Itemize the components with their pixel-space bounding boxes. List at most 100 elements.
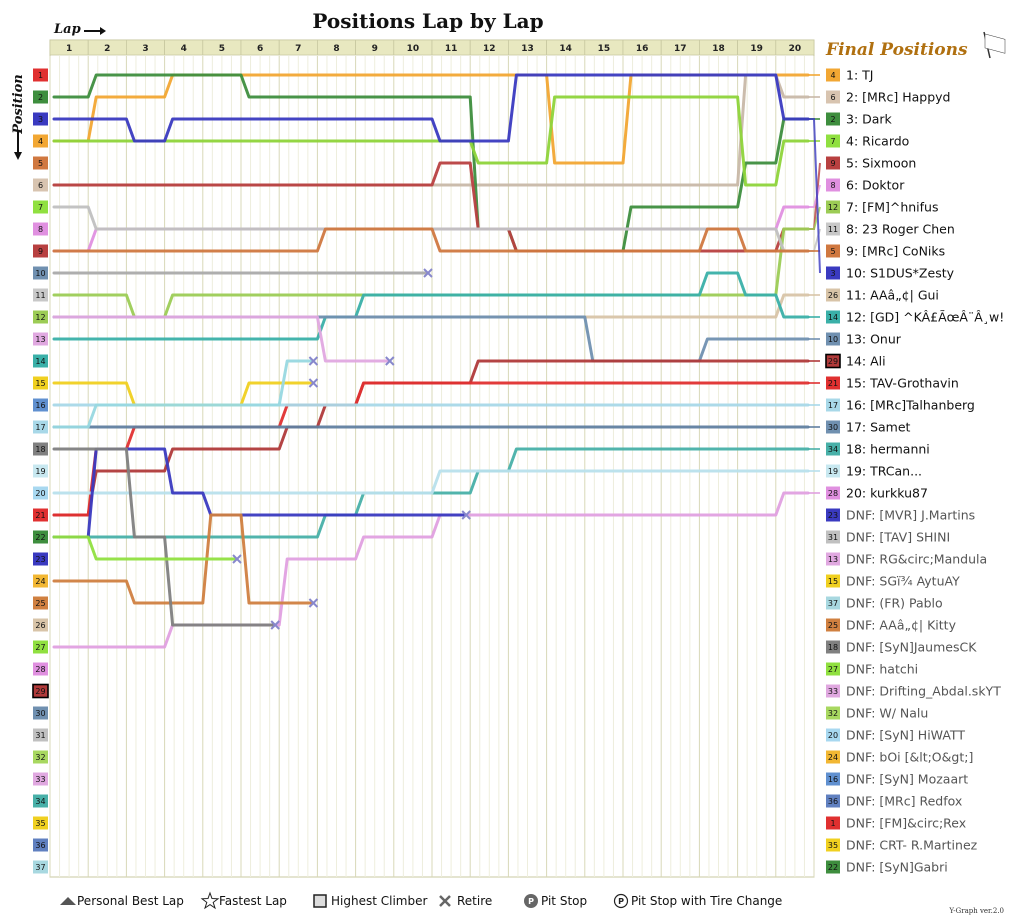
final-list-chip: [826, 552, 840, 566]
lap-tick-label: 15: [598, 44, 611, 54]
lap-tick-label: 10: [407, 44, 420, 54]
final-list-label: 6: Doktor: [846, 178, 905, 193]
position-tick-label: 15: [35, 379, 45, 388]
final-list-number: 9: [830, 159, 835, 168]
position-chip: [33, 68, 48, 82]
final-list-label: 5: Sixmoon: [846, 156, 916, 171]
final-list-label: DNF: hatchi: [846, 662, 918, 677]
final-list-chip: [826, 68, 840, 82]
lap-tick-label: 9: [372, 44, 378, 54]
position-tick-label: 23: [35, 555, 45, 564]
final-list-number: 12: [828, 203, 838, 212]
lap-tick-label: 13: [521, 44, 534, 54]
final-list-number: 34: [828, 445, 838, 454]
final-list-label: 4: Ricardo: [846, 134, 909, 149]
final-list-chip: [826, 662, 840, 676]
position-tick-label: 34: [35, 797, 45, 806]
position-tick-label: 16: [35, 401, 45, 410]
retire-marker: [385, 356, 395, 366]
position-tick-label: 17: [35, 423, 45, 432]
lap-header: 1 2 3 4 5 6 7 8 9 10 11 12 13 14 15 16 17 18 19 20: [49, 39, 815, 56]
position-chip: [33, 706, 48, 720]
legend-label: Retire: [457, 894, 492, 908]
position-tick-label: 12: [35, 313, 45, 322]
lap-header-cell: [775, 39, 815, 56]
driver-line: [52, 227, 810, 253]
final-list-label: 11: AAâ„¢| Gui: [846, 288, 939, 303]
final-list-chip: [826, 838, 840, 852]
retire-marker: [308, 598, 319, 608]
final-list-number: 21: [828, 379, 838, 388]
final-list-number: 16: [828, 775, 838, 784]
lap-tick-label: 1: [66, 44, 72, 54]
x-axis-arrow-icon: [84, 27, 106, 35]
position-chip: [33, 618, 48, 632]
y-axis-arrow-icon: [14, 130, 22, 160]
final-list-label: 17: Samet: [846, 420, 911, 435]
position-tick-label: 6: [38, 181, 43, 190]
retire-marker: [423, 268, 433, 278]
final-list-chip: [826, 266, 840, 280]
svg-text:P: P: [528, 897, 534, 906]
final-list-chip: [826, 376, 840, 390]
final-list-label: DNF: [SyN]JaumesCK: [846, 640, 977, 655]
position-chip: [33, 860, 48, 874]
lap-tick-label: 19: [750, 44, 763, 54]
final-list-chip: [826, 486, 840, 500]
position-tick-label: 31: [35, 731, 45, 740]
driver-line: [52, 513, 313, 605]
final-list-chip: [826, 530, 840, 544]
position-tick-label: 27: [35, 643, 45, 652]
final-list-chip: [826, 816, 840, 830]
final-list-number: 24: [828, 753, 838, 762]
position-chip: [33, 442, 48, 456]
driver-line: [52, 73, 810, 143]
final-list-number: 30: [828, 423, 838, 432]
position-tick-label: 5: [38, 159, 43, 168]
final-list-chip: [826, 596, 840, 610]
final-list-number: 37: [828, 599, 838, 608]
final-list-number: 20: [828, 731, 838, 740]
position-chip: [33, 596, 48, 610]
legend: Personal Best Lap Fastest Lap Highest Clim…: [60, 891, 782, 910]
final-list-label: DNF: AAâ„¢| Kitty: [846, 618, 957, 633]
driver-line: [52, 535, 237, 561]
position-chip: [33, 794, 48, 808]
legend-label: Highest Climber: [331, 894, 427, 908]
position-tick-label: 26: [35, 621, 45, 630]
driver-lines: [52, 73, 821, 649]
position-tick-label: 10: [35, 269, 45, 278]
final-list-label: DNF: [SyN]Gabri: [846, 860, 948, 875]
position-chip: [33, 486, 48, 500]
final-list-label: DNF: [SyN] HiWATT: [846, 728, 965, 743]
lap-tick-label: 6: [257, 44, 263, 54]
retire-marker: [270, 620, 280, 630]
square-icon: [313, 894, 327, 908]
driver-line: [52, 359, 313, 429]
final-list-label: 8: 23 Roger Chen: [846, 222, 955, 237]
final-list-label: 3: Dark: [846, 112, 893, 127]
final-list-label: 19: TRCan...: [846, 464, 922, 479]
final-list-number: 27: [828, 665, 838, 674]
final-list-label: DNF: SGï¾ AytuAY: [846, 574, 960, 589]
final-list-label: 10: S1DUS*Zesty: [846, 266, 955, 281]
position-chip: [33, 838, 48, 852]
final-list-chip: [826, 288, 840, 302]
final-list-label: 18: hermanni: [846, 442, 930, 457]
retire-marker: [308, 378, 319, 388]
position-chip: [33, 200, 48, 214]
position-tick-label: 3: [38, 115, 43, 124]
final-list-chip: [826, 134, 840, 148]
position-chip: [33, 552, 48, 566]
position-tick-label: 2: [38, 93, 43, 102]
star-icon: [200, 891, 220, 910]
cross-icon: [439, 895, 451, 907]
final-list-number: 26: [828, 291, 838, 300]
final-list-number: 13: [828, 555, 838, 564]
final-positions-title: Final Positions: [825, 40, 968, 60]
position-tick-label: 14: [35, 357, 45, 366]
final-list-chip: [826, 618, 840, 632]
final-list-chip: [826, 794, 840, 808]
final-list-number: 4: [830, 71, 835, 80]
position-tick-label: 9: [38, 247, 43, 256]
